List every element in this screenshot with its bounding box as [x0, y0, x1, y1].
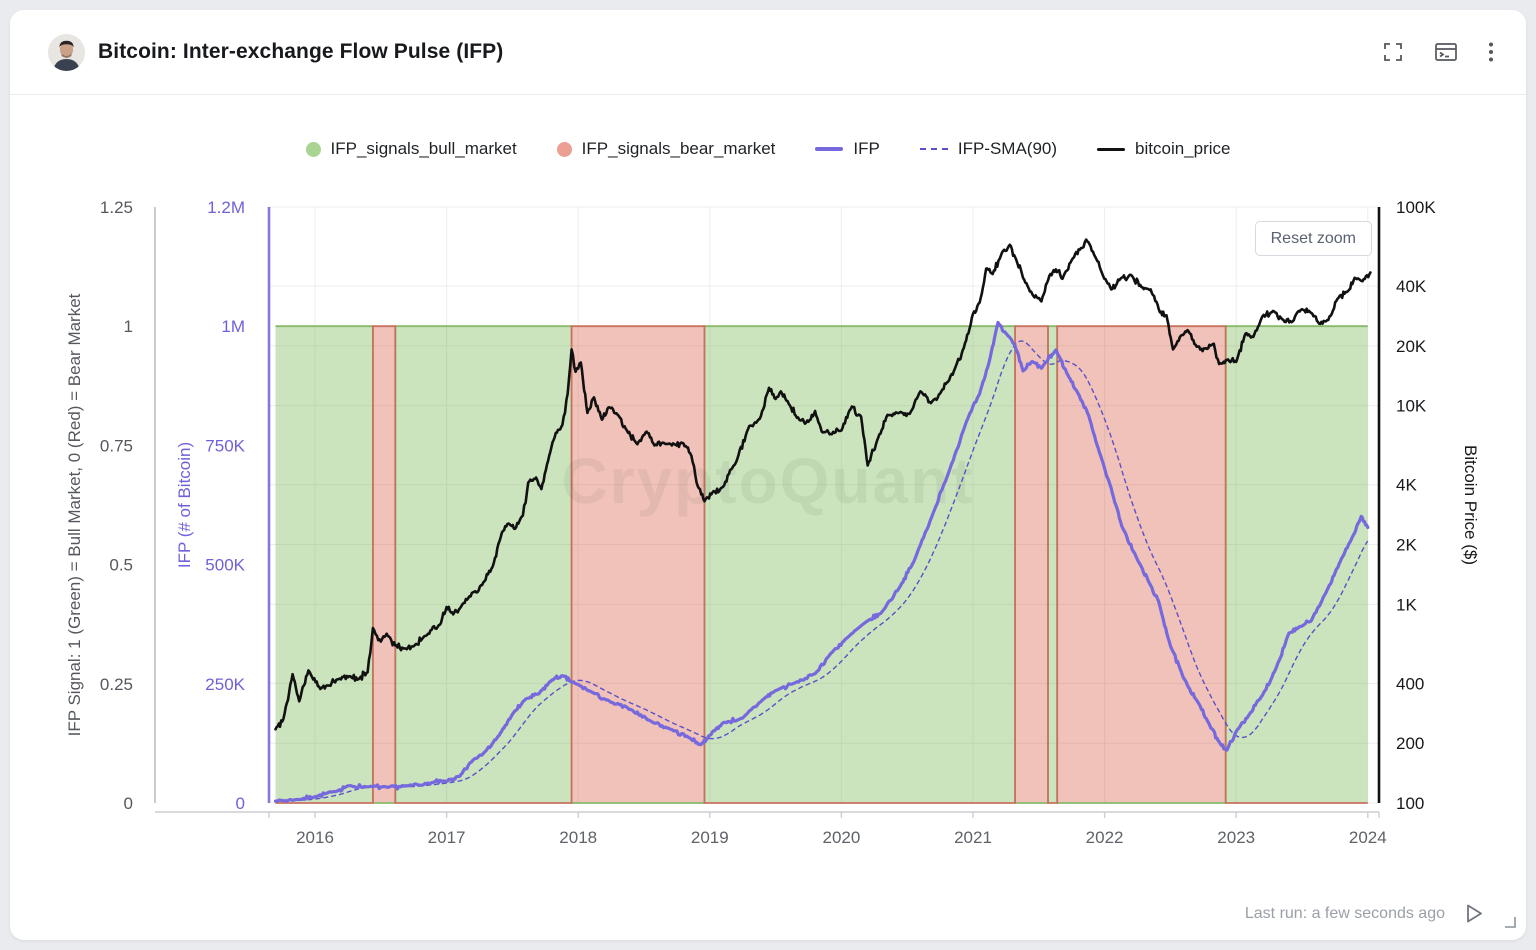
svg-text:750K: 750K — [205, 436, 245, 455]
svg-text:40K: 40K — [1396, 277, 1427, 296]
legend-label: IFP — [853, 139, 880, 158]
run-button[interactable] — [1461, 901, 1486, 926]
svg-text:2K: 2K — [1396, 536, 1417, 555]
svg-text:0.25: 0.25 — [100, 675, 133, 694]
legend-item-IFP[interactable]: IFP — [815, 139, 880, 159]
legend-item-IFP_signals_bear_market[interactable]: IFP_signals_bear_market — [556, 139, 776, 159]
chart-region: CryptoQuant 0 0.25 0.5 0.75 1 1.25 0 250K 500K 750… — [10, 95, 1526, 940]
last-run-status: Last run: a few seconds ago — [1244, 904, 1445, 922]
legend-dot-icon — [556, 141, 572, 157]
legend-item-bitcoin_price[interactable]: bitcoin_price — [1097, 139, 1230, 159]
svg-text:2017: 2017 — [428, 828, 466, 847]
svg-text:10K: 10K — [1396, 397, 1427, 416]
ifp-chart-plot[interactable]: CryptoQuant 0 0.25 0.5 0.75 1 1.25 0 250K 500K 750… — [10, 95, 1526, 940]
chart-card: Bitcoin: Inter-exchange Flow Pulse (IFP) — [10, 10, 1526, 940]
chart-legend: IFP_signals_bull_market IFP_signals_bear_… — [10, 139, 1526, 159]
header-toolbar — [1380, 39, 1496, 65]
author-avatar[interactable] — [48, 33, 85, 71]
svg-text:2018: 2018 — [559, 828, 597, 847]
svg-text:1.2M: 1.2M — [207, 198, 245, 217]
legend-label: IFP-SMA(90) — [957, 139, 1058, 158]
svg-text:100K: 100K — [1396, 198, 1436, 217]
svg-text:400: 400 — [1396, 674, 1424, 693]
resize-handle[interactable] — [1502, 914, 1517, 934]
resize-corner-icon — [1505, 917, 1516, 928]
legend-label: bitcoin_price — [1135, 139, 1231, 158]
chart-footer: Last run: a few seconds ago — [1245, 901, 1486, 926]
svg-text:IFP Signal: 1 (Green) = Bull M: IFP Signal: 1 (Green) = Bull Market, 0 (… — [65, 293, 84, 736]
svg-text:100: 100 — [1396, 794, 1424, 813]
svg-text:2019: 2019 — [691, 828, 729, 847]
legend-label: IFP_signals_bear_market — [581, 139, 776, 158]
console-icon — [1435, 43, 1457, 61]
svg-text:2022: 2022 — [1086, 828, 1124, 847]
svg-text:500K: 500K — [205, 556, 245, 575]
legend-item-IFP_signals_bull_market[interactable]: IFP_signals_bull_market — [305, 139, 517, 159]
svg-text:0: 0 — [124, 794, 133, 813]
fullscreen-icon — [1384, 43, 1402, 61]
reset-zoom-button[interactable]: Reset zoom — [1254, 221, 1372, 256]
svg-text:1: 1 — [124, 317, 133, 336]
svg-text:250K: 250K — [205, 675, 245, 694]
svg-text:0.5: 0.5 — [109, 556, 133, 575]
page-title: Bitcoin: Inter-exchange Flow Pulse (IFP) — [98, 40, 504, 63]
svg-text:2023: 2023 — [1217, 828, 1255, 847]
svg-text:2020: 2020 — [822, 828, 860, 847]
legend-line-icon — [1097, 147, 1126, 151]
svg-text:1M: 1M — [221, 317, 245, 336]
legend-line-icon — [815, 147, 844, 151]
svg-text:20K: 20K — [1396, 337, 1427, 356]
watermark: CryptoQuant — [561, 445, 974, 517]
fullscreen-button[interactable] — [1380, 39, 1406, 65]
svg-text:IFP (# of Bitcoin): IFP (# of Bitcoin) — [175, 442, 194, 568]
svg-text:2016: 2016 — [296, 828, 334, 847]
svg-text:4K: 4K — [1396, 476, 1417, 495]
svg-text:0: 0 — [236, 794, 245, 813]
more-options-button[interactable] — [1486, 39, 1496, 65]
svg-text:200: 200 — [1396, 734, 1424, 753]
svg-text:0.75: 0.75 — [100, 436, 133, 455]
svg-text:1.25: 1.25 — [100, 198, 133, 217]
svg-text:Bitcoin Price ($): Bitcoin Price ($) — [1461, 445, 1480, 565]
avatar-image — [48, 33, 85, 71]
kebab-menu-icon — [1489, 42, 1493, 62]
legend-item-IFP-SMA(90)[interactable]: IFP-SMA(90) — [919, 139, 1058, 159]
legend-dot-icon — [305, 141, 321, 157]
legend-line-icon — [919, 148, 948, 150]
svg-text:2021: 2021 — [954, 828, 992, 847]
legend-label: IFP_signals_bull_market — [330, 139, 517, 158]
card-header: Bitcoin: Inter-exchange Flow Pulse (IFP) — [10, 10, 1526, 95]
svg-text:2024: 2024 — [1349, 828, 1387, 847]
play-icon — [1467, 904, 1482, 923]
console-button[interactable] — [1432, 39, 1460, 65]
svg-text:1K: 1K — [1396, 595, 1417, 614]
